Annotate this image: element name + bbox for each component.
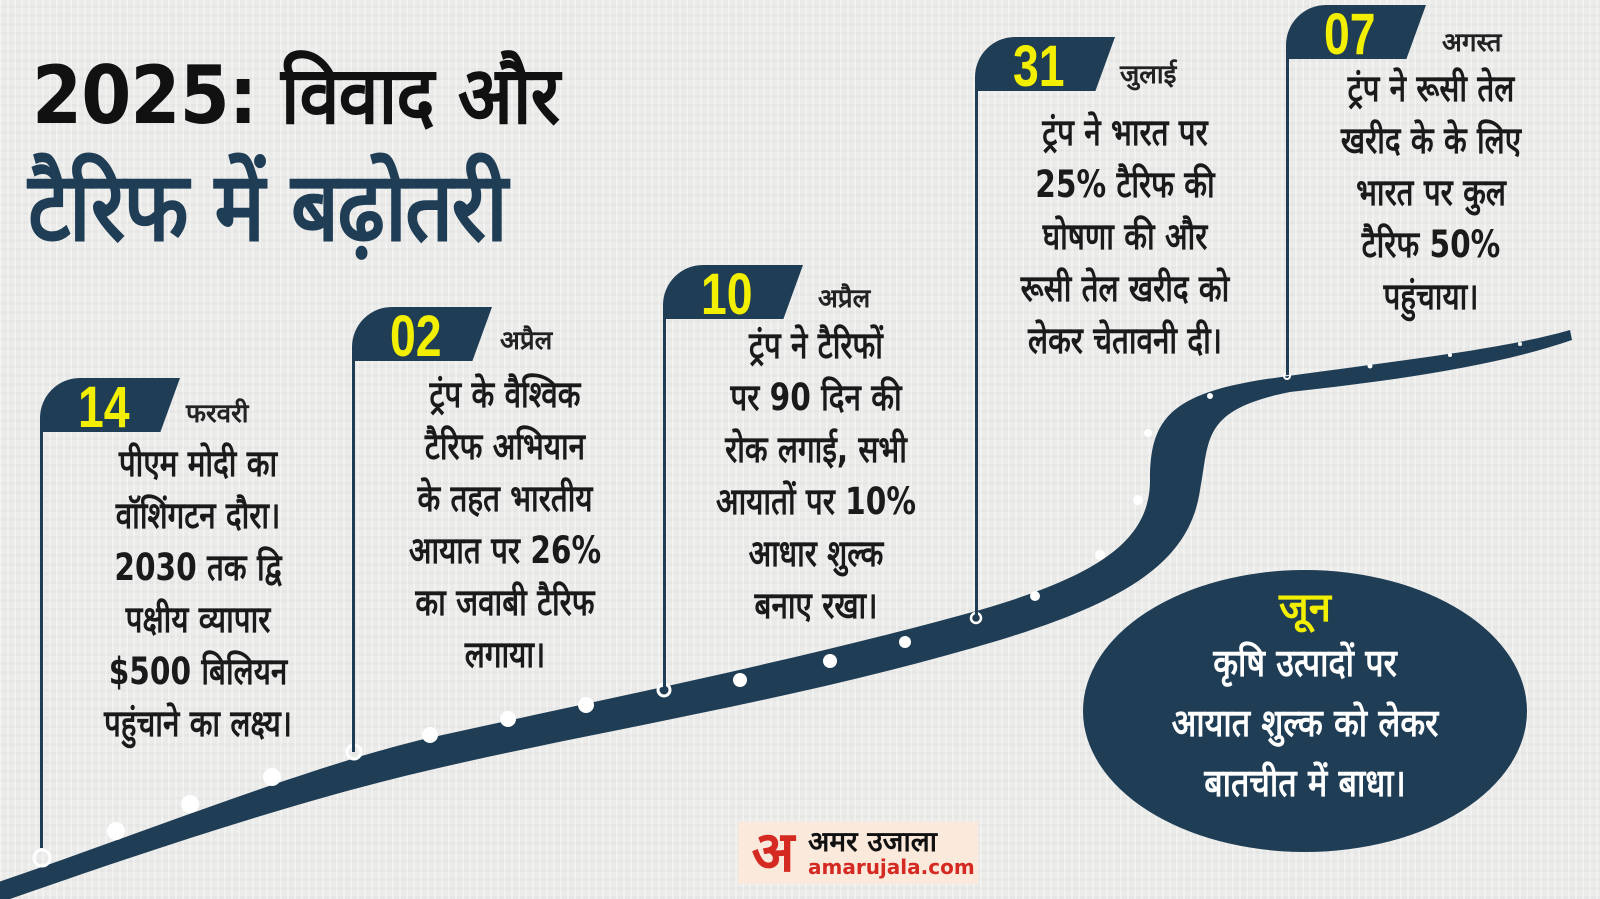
road-dot (899, 636, 911, 648)
road-dot (500, 711, 516, 727)
event-text: ट्रंप ने रूसी तेल खरीद के के लिए भारत पर… (1340, 67, 1522, 318)
amar-ujala-logo: अ अमर उजाला amarujala.com (738, 822, 978, 884)
road-dot (263, 768, 281, 786)
event-month: अगस्त (1442, 28, 1502, 58)
event-day: 07 (1324, 2, 1376, 67)
logo-name: अमर उजाला (808, 825, 937, 858)
logo-mark: अ (751, 820, 795, 885)
road-dot (1367, 363, 1373, 369)
event-month: फरवरी (186, 399, 249, 429)
event-day: 02 (390, 304, 442, 369)
event-month: अप्रैल (818, 284, 871, 314)
event-text: पीएम मोदी का वॉशिंगटन दौरा। 2030 तक द्वि… (103, 442, 293, 745)
road-dot (422, 727, 438, 743)
date-tab: 07 (1286, 5, 1426, 59)
date-tab: 14 (40, 378, 180, 432)
june-text: कृषि उत्पादों पर आयात शुल्क को लेकर बातच… (1171, 641, 1439, 805)
event-day: 10 (701, 262, 753, 327)
road-shape (0, 330, 1572, 899)
title-line-2: टैरिफ में बढ़ोतरी (28, 151, 508, 263)
road-dots (32, 342, 1522, 868)
date-tab: 10 (663, 265, 803, 319)
road-dot (1030, 591, 1040, 601)
road-dot (1207, 393, 1213, 399)
event-text: ट्रंप ने टैरिफों पर 90 दिन की रोक लगाई, … (715, 324, 917, 627)
road-dot (1518, 342, 1522, 346)
road-dot (181, 795, 199, 813)
road-dot (1144, 429, 1152, 437)
road-dot (823, 654, 837, 668)
june-month: जून (1279, 585, 1331, 631)
road-dot (107, 822, 125, 840)
june-callout: जून कृषि उत्पादों पर आयात शुल्क को लेकर … (1083, 570, 1527, 852)
road-dot (1133, 495, 1143, 505)
road-dot (578, 697, 594, 713)
road-dot (1095, 550, 1105, 560)
connector-line (663, 315, 666, 690)
event-day: 14 (78, 375, 130, 440)
connector-line (1286, 55, 1289, 375)
event-text: ट्रंप के वैश्विक टैरिफ अभियान के तहत भार… (408, 373, 602, 676)
logo-url: amarujala.com (808, 855, 975, 879)
connector-line (352, 357, 355, 752)
road-dot (733, 673, 747, 687)
event-text: ट्रंप ने भारत पर 25% टैरिफ की घोषणा की औ… (1020, 111, 1230, 362)
date-tab: 02 (352, 307, 492, 361)
title-line-1: 2025: विवाद और (32, 49, 560, 142)
road-marker-14-feb (32, 848, 52, 868)
road-dot (1448, 353, 1452, 357)
connector-line (40, 428, 43, 848)
date-tab: 31 (975, 37, 1115, 91)
event-month: जुलाई (1120, 60, 1177, 90)
connector-line (975, 87, 978, 617)
event-month: अप्रैल (500, 326, 553, 356)
event-day: 31 (1013, 34, 1065, 99)
